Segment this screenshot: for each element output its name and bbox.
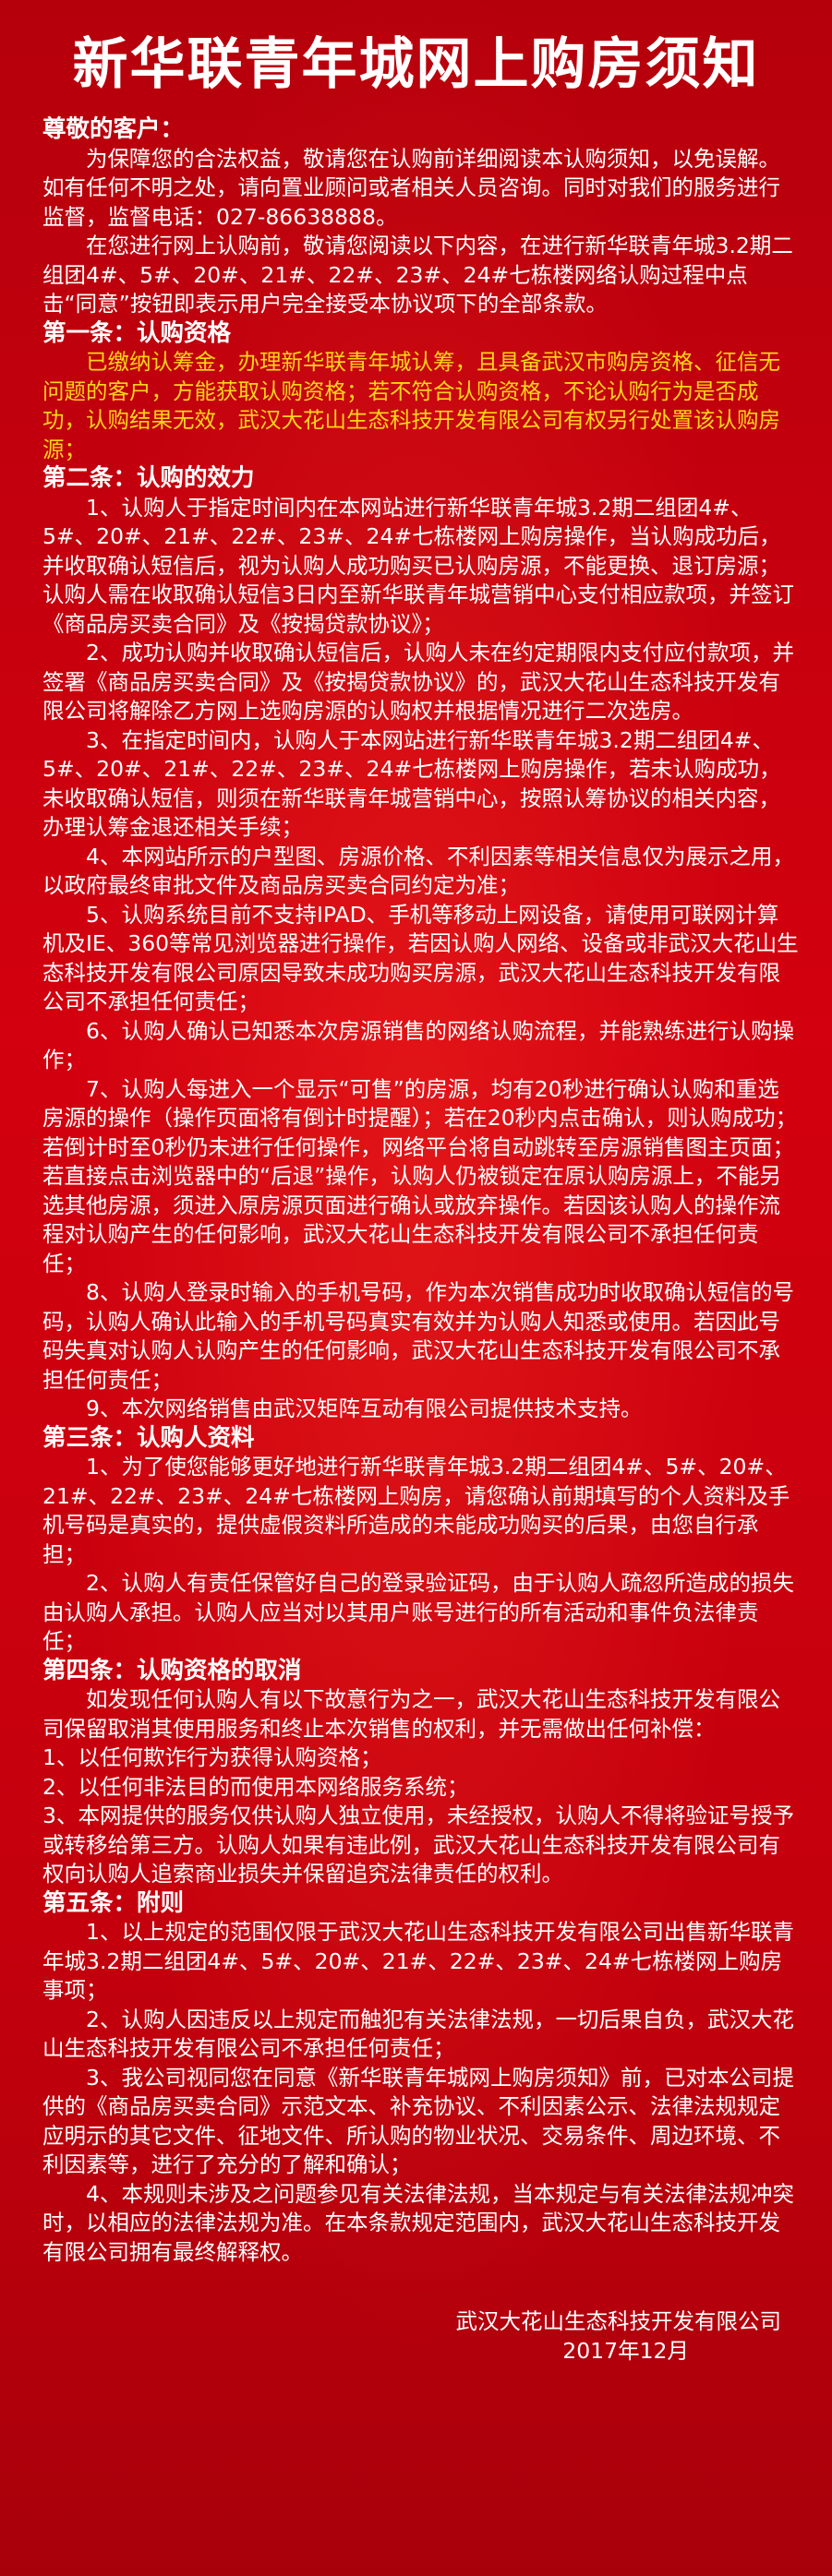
validity-item: 5、认购系统目前不支持IPAD、手机等移动上网设备，请使用可联网计算机及IE、3… [42,901,799,1015]
cancellation-item: 1、以任何欺诈行为获得认购资格； [42,1744,382,1770]
section-heading-validity: 第二条：认购的效力 [42,464,255,492]
validity-item: 4、本网站所示的户型图、房源价格、不利因素等相关信息仅为展示之用，以政府最终审批… [42,843,794,899]
cancellation-item: 3、本网提供的服务仅供认购人独立使用，未经授权，认购人不得将验证号授予或转移给第… [42,1803,794,1887]
intro-paragraph: 在您进行网上认购前，敬请您阅读以下内容，在进行新华联青年城3.2期二组团4#、5… [42,233,793,317]
validity-item: 2、成功认购并收取确认短信后，认购人未在约定期限内支付应付款项，并签署《商品房买… [42,640,794,724]
signature-block: 武汉大花山生态科技开发有限公司 2017年12月 [42,2307,800,2366]
supplementary-item: 4、本规则未涉及之问题参见有关法律法规，当本规定与有关法律法规冲突时，以相应的法… [42,2180,794,2265]
supplementary-item: 2、认购人因违反以上规定而触犯有关法律法规，一切后果自负，武汉大花山生态科技开发… [42,2006,794,2062]
issue-date: 2017年12月 [562,2337,689,2364]
section-heading-supplementary: 第五条：附则 [42,1888,185,1917]
supplementary-item: 3、我公司视同您在同意《新华联青年城网上购房须知》前，已对本公司提供的《商品房买… [42,2064,794,2178]
validity-item: 7、认购人每进入一个显示“可售”的房源，均有20秒进行确认认购和重选房源的操作（… [42,1075,798,1276]
validity-item: 1、认购人于指定时间内在本网站进行新华联青年城3.2期二组团4#、5#、20#、… [42,494,794,637]
supplementary-item: 1、以上规定的范围仅限于武汉大花山生态科技开发有限公司出售新华联青年城3.2期二… [42,1919,794,2003]
cancellation-item: 2、以任何非法目的而使用本网络服务系统； [42,1773,469,1800]
section-heading-qualification: 第一条：认购资格 [42,318,232,347]
buyer-info-item: 1、为了使您能够更好地进行新华联青年城3.2期二组团4#、5#、20#、21#、… [42,1454,790,1567]
buyer-info-item: 2、认购人有责任保管好自己的登录验证码，由于认购人疏忽所造成的损失由认购人承担。… [42,1570,794,1654]
cancellation-intro: 如发现任何认购人有以下故意行为之一，武汉大花山生态科技开发有限公司保留取消其使用… [42,1686,780,1742]
validity-item: 3、在指定时间内，认购人于本网站进行新华联青年城3.2期二组团4#、5#、20#… [42,726,781,841]
validity-item: 8、认购人登录时输入的手机号码，作为本次销售成功时收取确认短信的号码，认购人确认… [42,1279,794,1393]
greeting: 尊敬的客户： [42,115,185,143]
notice-content: 尊敬的客户： 为保障您的合法权益，敬请您在认购前详细阅读本认购须知，以免误解。如… [42,115,800,2366]
validity-item: 6、认购人确认已知悉本次房源销售的网络认购流程，并能熟练进行认购操作； [42,1017,794,1073]
section-heading-cancellation: 第四条：认购资格的取消 [42,1656,302,1684]
page-title: 新华联青年城网上购房须知 [72,32,760,97]
intro-paragraph: 为保障您的合法权益，敬请您在认购前详细阅读本认购须知，以免误解。如有任何不明之处… [42,145,780,230]
qualification-text: 已缴纳认筹金，办理新华联青年城认筹，且具备武汉市购房资格、征信无问题的客户，方能… [42,349,780,462]
section-heading-buyer-info: 第三条：认购人资料 [42,1423,255,1452]
company-name: 武汉大花山生态科技开发有限公司 [455,2308,782,2334]
validity-item: 9、本次网络销售由武汉矩阵互动有限公司提供技术支持。 [86,1396,643,1421]
